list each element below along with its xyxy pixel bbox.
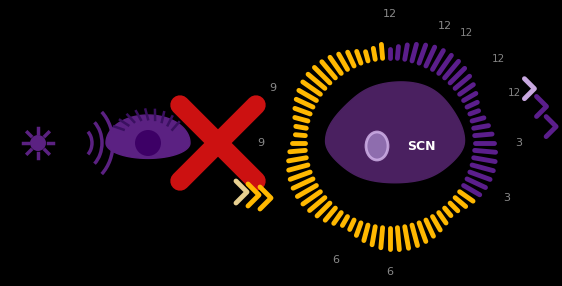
Text: 3: 3 <box>504 192 510 202</box>
Text: 6: 6 <box>387 267 393 277</box>
Polygon shape <box>325 82 465 183</box>
Circle shape <box>135 130 161 156</box>
Text: 12: 12 <box>437 21 452 31</box>
Text: 12: 12 <box>491 54 505 64</box>
Polygon shape <box>106 115 190 158</box>
Text: SCN: SCN <box>407 140 436 152</box>
Text: 9: 9 <box>257 138 265 148</box>
Text: 12: 12 <box>507 88 521 98</box>
Text: 9: 9 <box>270 84 277 94</box>
Ellipse shape <box>366 132 388 160</box>
Text: 12: 12 <box>383 9 397 19</box>
Text: 6: 6 <box>332 255 339 265</box>
Circle shape <box>30 135 46 151</box>
Text: 12: 12 <box>460 28 473 38</box>
Text: 3: 3 <box>515 138 523 148</box>
